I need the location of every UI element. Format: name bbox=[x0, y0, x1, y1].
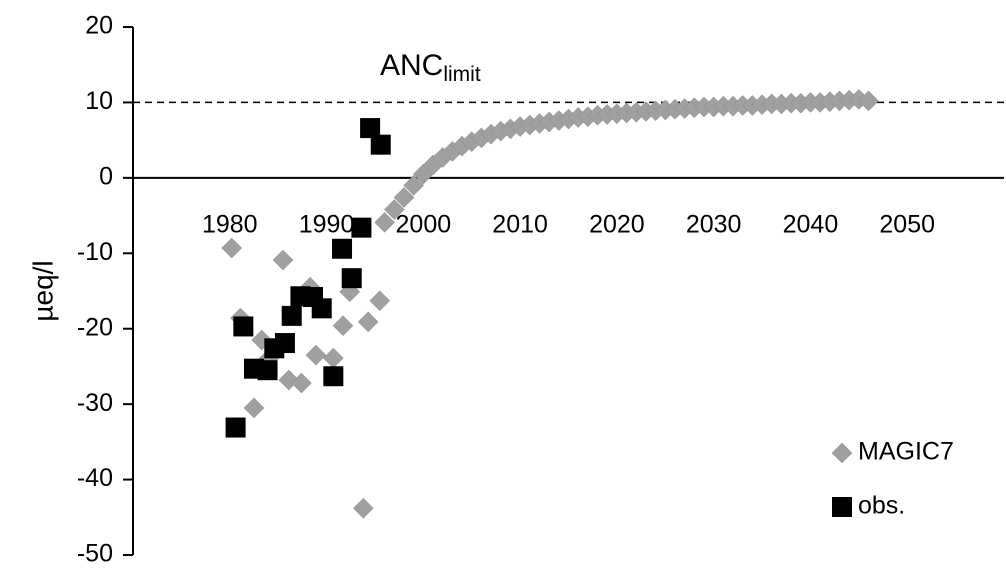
y-tick-label: -40 bbox=[77, 464, 113, 492]
point bbox=[332, 238, 353, 259]
annotation-text: ANC bbox=[380, 49, 443, 82]
y-tick-label: 10 bbox=[85, 87, 113, 115]
point bbox=[393, 187, 415, 208]
point bbox=[858, 90, 879, 112]
annotation-subscript: limit bbox=[443, 63, 480, 86]
legend-label: obs. bbox=[858, 492, 905, 520]
point bbox=[403, 175, 425, 196]
legend-marker bbox=[832, 497, 852, 517]
point bbox=[243, 397, 265, 419]
point bbox=[323, 366, 344, 387]
x-tick-label: 2010 bbox=[492, 210, 548, 238]
x-tick-label: 2030 bbox=[686, 210, 742, 238]
y-tick-label: -20 bbox=[77, 313, 113, 341]
point bbox=[383, 199, 405, 220]
point bbox=[305, 344, 327, 366]
y-tick-label: 20 bbox=[85, 12, 113, 40]
legend-marker bbox=[831, 442, 853, 464]
point bbox=[360, 118, 381, 139]
point bbox=[257, 360, 278, 381]
point bbox=[374, 212, 395, 233]
point bbox=[281, 305, 302, 326]
point bbox=[322, 347, 344, 369]
x-tick-label: 2050 bbox=[879, 210, 935, 238]
point bbox=[369, 290, 391, 312]
y-tick-label: -10 bbox=[77, 238, 113, 266]
point bbox=[291, 372, 312, 394]
point bbox=[278, 369, 300, 391]
y-tick-label: 0 bbox=[99, 162, 113, 190]
point bbox=[332, 315, 354, 337]
point bbox=[351, 217, 372, 238]
x-tick-label: 2000 bbox=[396, 210, 452, 238]
point bbox=[341, 268, 362, 289]
point bbox=[311, 298, 332, 319]
legend-label: MAGIC7 bbox=[858, 438, 954, 466]
point bbox=[352, 497, 374, 519]
x-tick-label: 1980 bbox=[202, 210, 258, 238]
point bbox=[233, 316, 254, 337]
point bbox=[225, 417, 246, 438]
y-tick-label: -50 bbox=[77, 540, 113, 568]
point bbox=[339, 281, 361, 303]
point bbox=[272, 249, 294, 271]
point bbox=[274, 333, 295, 354]
x-tick-label: 2040 bbox=[783, 210, 839, 238]
x-tick-label: 1990 bbox=[299, 210, 355, 238]
y-axis-label: µeq/l bbox=[27, 260, 58, 321]
point bbox=[221, 237, 243, 259]
x-tick-label: 2020 bbox=[589, 210, 645, 238]
point bbox=[357, 311, 379, 333]
point bbox=[370, 134, 391, 155]
y-tick-label: -30 bbox=[77, 389, 113, 417]
annotation: ANClimit bbox=[380, 49, 481, 86]
